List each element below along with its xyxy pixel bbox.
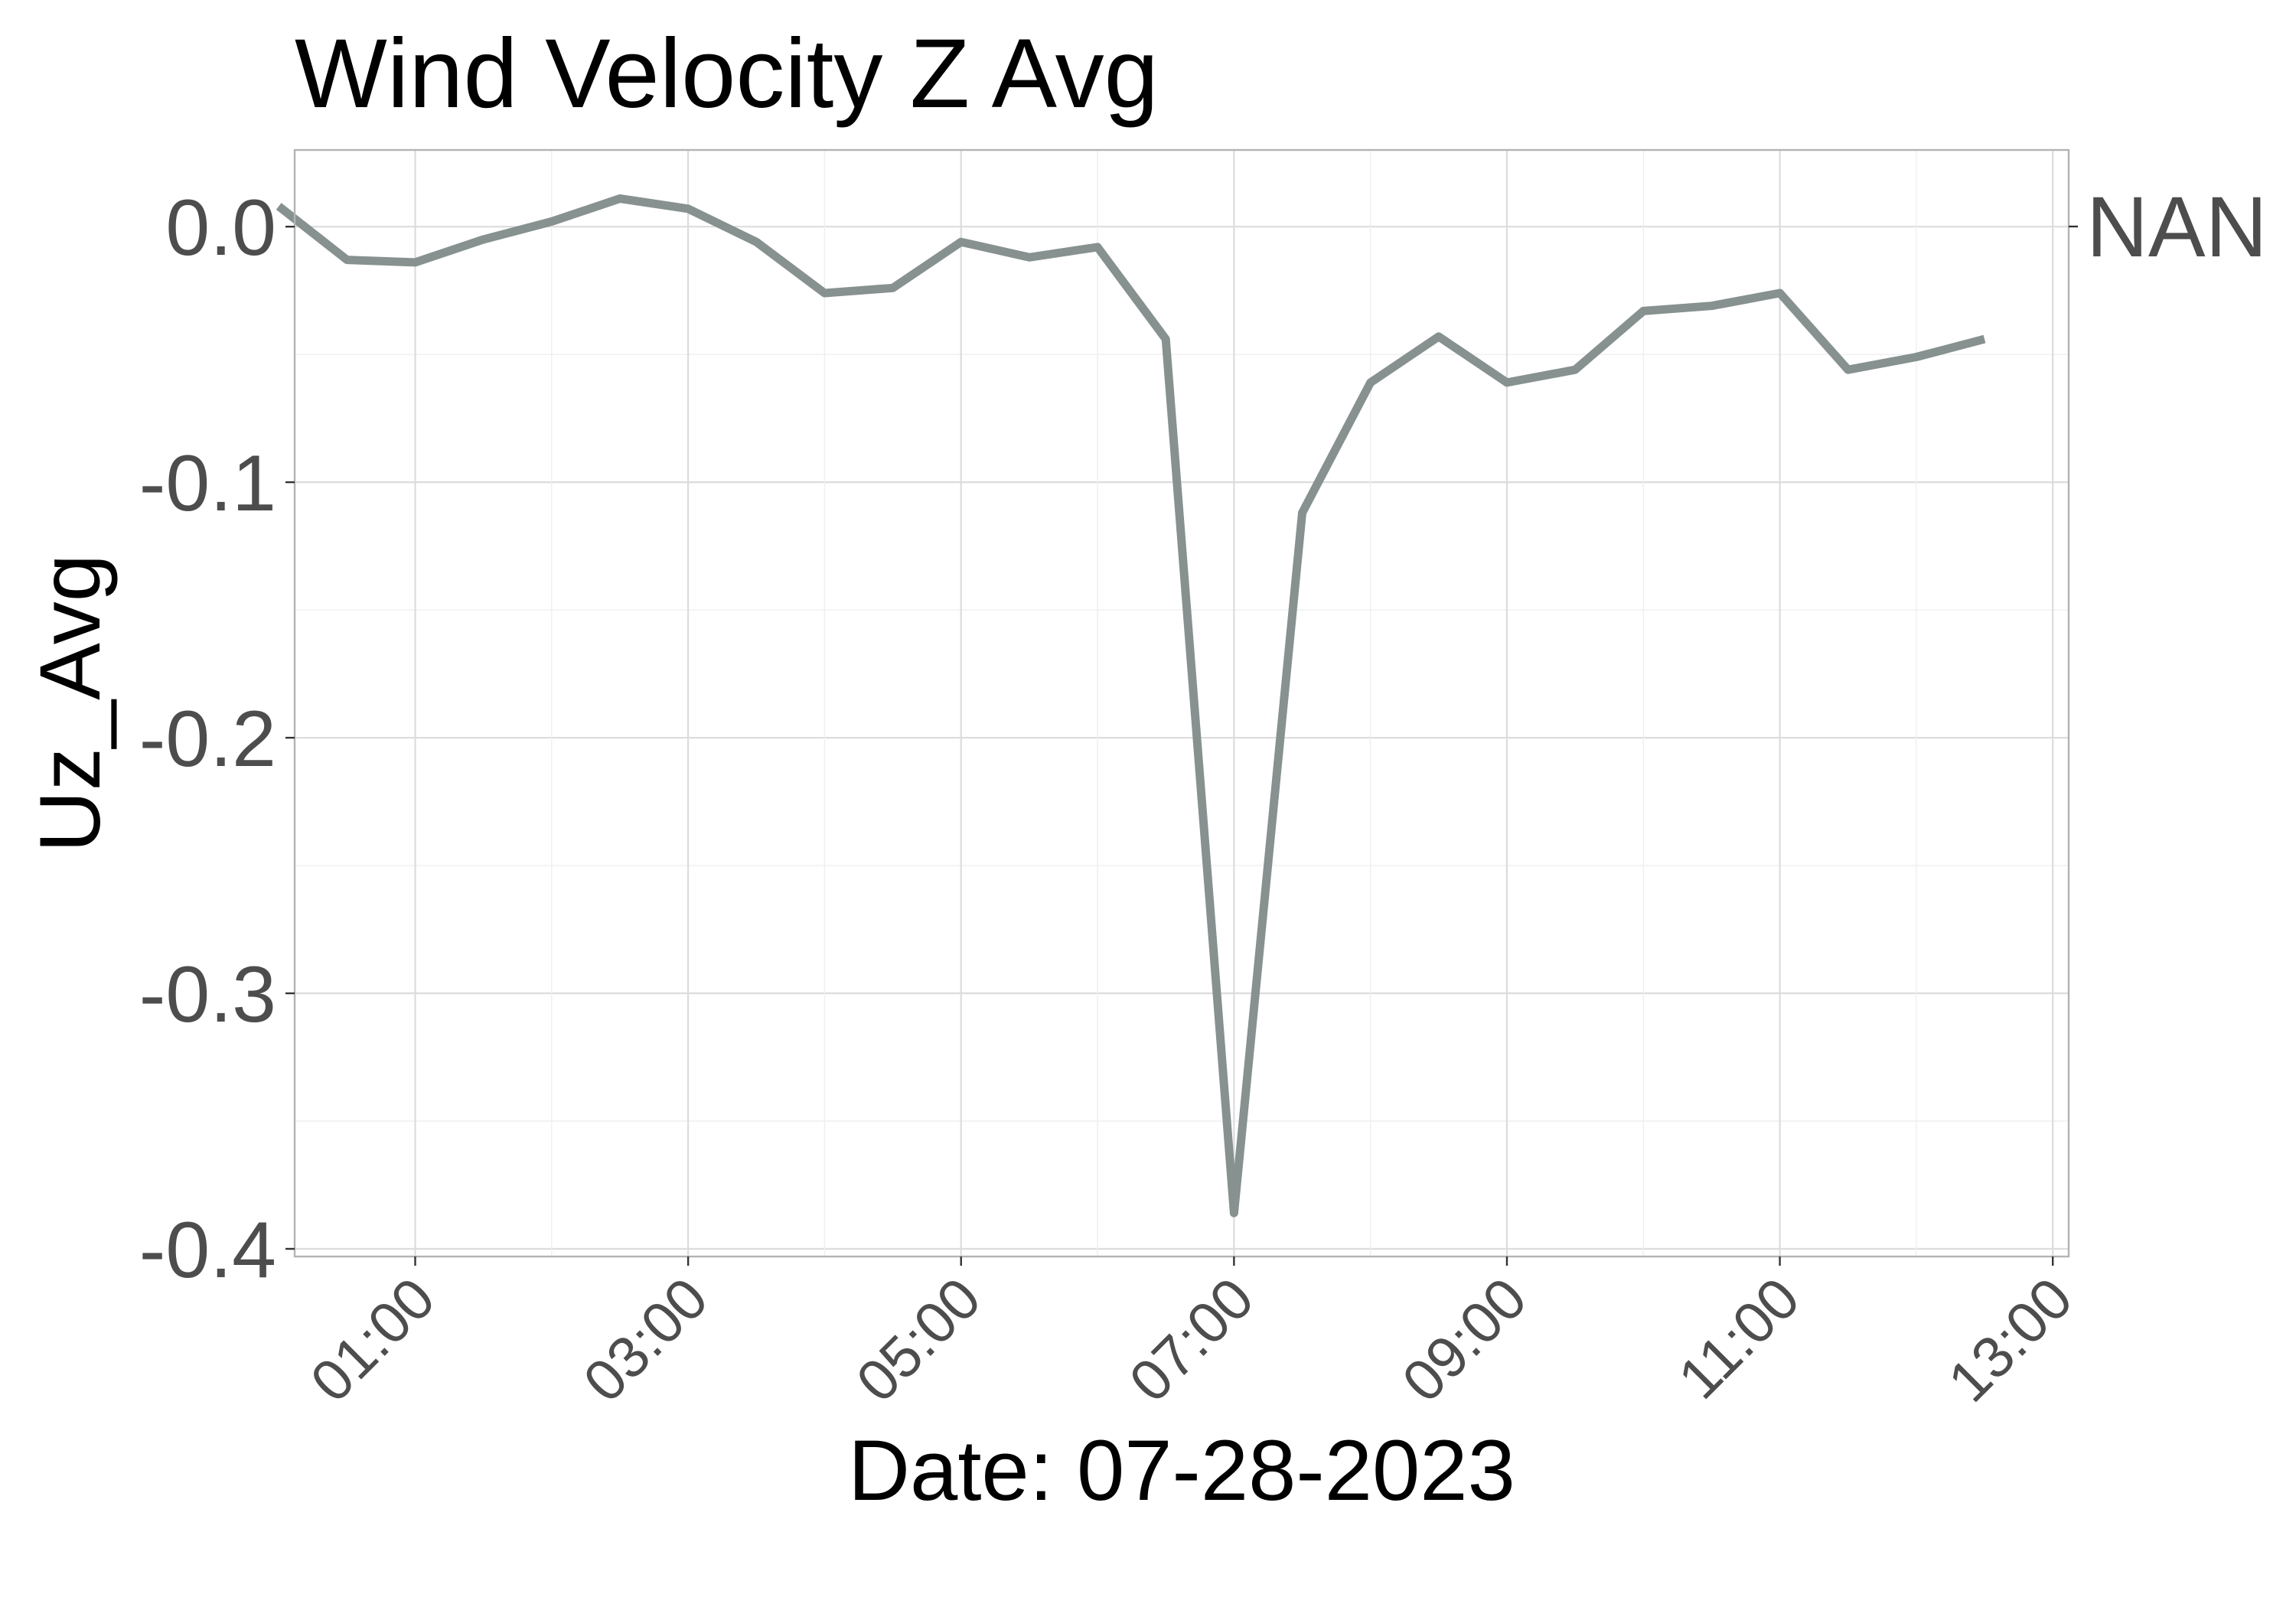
y-tick-label: -0.2 [139,695,276,784]
x-tick-label: 07:00 [1117,1266,1267,1415]
x-tick-label: 05:00 [844,1266,993,1415]
series-line [276,194,1986,1217]
x-tick-label: 11:00 [1666,1266,1812,1412]
x-axis-title: Date: 07-28-2023 [848,1423,1515,1518]
y-tick-label: -0.3 [139,950,276,1039]
y-axis-title: Uz_Avg [22,554,118,852]
x-tick-label: 13:00 [1936,1266,2086,1415]
x-tick-label: 01:00 [298,1266,448,1415]
x-tick-label: 03:00 [572,1266,721,1415]
grid-lines [295,150,2069,1257]
y-tick-label: -0.1 [139,439,276,528]
y-axis: 0.0 -0.1 -0.2 -0.3 -0.4 [139,184,295,1295]
y-tick-label: 0.0 [165,184,276,272]
series-layer [276,194,1986,1217]
y-tick-label: -0.4 [139,1206,276,1295]
secondary-axis-label: NAN [2086,179,2267,275]
x-tick-label: 09:00 [1390,1266,1539,1415]
x-axis: 01:00 03:00 05:00 07:00 09:00 11:00 13:00 [298,1257,2085,1415]
chart-title: Wind Velocity Z Avg [295,19,1159,129]
plot-panel-border [293,148,2070,1258]
